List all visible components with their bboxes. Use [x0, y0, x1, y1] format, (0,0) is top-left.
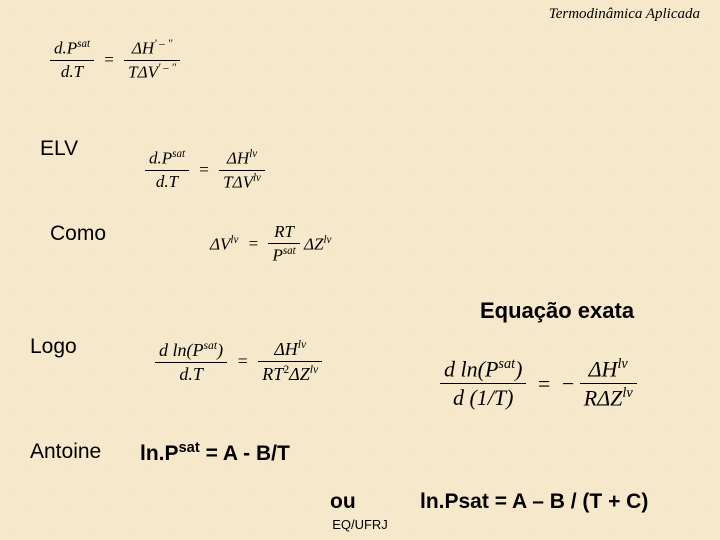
eq5-num-right: ΔH	[589, 356, 618, 381]
header-title: Termodinâmica Aplicada	[549, 6, 700, 22]
antoine-extended-text: ln.Psat = A – B / (T + C)	[420, 490, 648, 513]
eq1-den-left: d.T	[50, 61, 94, 82]
label-ou: ou	[330, 490, 356, 514]
eq2-num-right: ΔH	[227, 149, 249, 168]
equation-4: d ln(Psat) d.T = ΔHlv RT2ΔZlv	[155, 338, 322, 385]
eq2-num-left: d.P	[149, 149, 172, 168]
exact-equation-title: Equação exata	[480, 298, 634, 324]
antoine-equation-simple: ln.Psat = A - B/T	[140, 440, 290, 466]
label-ou-text: ou	[330, 490, 356, 513]
eq1-num-left-sup: sat	[77, 38, 90, 50]
eq5-den-right: RΔZ	[584, 386, 623, 411]
eq5-num-left-post: )	[515, 356, 522, 381]
eq2-den-right: TΔV	[223, 172, 253, 191]
eq4-den-left: d.T	[155, 363, 227, 385]
eq3-tail-sup: lv	[323, 234, 331, 246]
eq2-den-left: d.T	[145, 171, 189, 192]
label-logo: Logo	[30, 335, 77, 359]
eq4-den-right-1: RT	[262, 364, 283, 384]
eq1-num-left: d.P	[54, 39, 77, 58]
eq3-den-right: P	[272, 246, 282, 265]
eq5-minus: −	[562, 371, 574, 397]
eq5-num-left-sup: sat	[498, 356, 515, 372]
page-footer: EQ/UFRJ	[0, 517, 720, 532]
label-logo-text: Logo	[30, 335, 77, 358]
eq2-num-right-sup: lv	[249, 148, 257, 160]
equation-2: d.Psat d.T = ΔHlv TΔVlv	[145, 148, 265, 192]
eq3-left-sup: lv	[230, 234, 238, 246]
page-header: Termodinâmica Aplicada	[549, 6, 700, 23]
eq4-num-right: ΔH	[274, 339, 298, 359]
antoine-equation-extended: ln.Psat = A – B / (T + C)	[420, 490, 648, 514]
eq4-den-right-sup: lv	[310, 363, 318, 376]
label-antoine: Antoine	[30, 440, 101, 464]
eq1-num-right: ΔH	[132, 39, 154, 58]
label-como-text: Como	[50, 222, 106, 245]
label-elv: ELV	[40, 137, 78, 161]
eq4-num-left-sup: sat	[204, 339, 218, 352]
eq1-den-right: TΔV	[128, 62, 158, 81]
eq5-num-right-sup: lv	[617, 356, 627, 372]
eq2-num-left-sup: sat	[172, 148, 185, 160]
eq3-tail: ΔZ	[304, 234, 323, 253]
eq4-num-left-pre: d ln(P	[159, 340, 204, 360]
eq1-den-right-sup: ' – ''	[158, 62, 176, 74]
eq5-den-right-sup: lv	[622, 385, 632, 401]
equation-1: d.Psat d.T = ΔH' – '' TΔV' – ''	[50, 38, 180, 82]
label-antoine-text: Antoine	[30, 440, 101, 463]
eq3-left: ΔV	[210, 234, 230, 253]
footer-text: EQ/UFRJ	[332, 517, 388, 532]
eq2-den-right-sup: lv	[253, 172, 261, 184]
eq3-den-right-sup: sat	[283, 245, 296, 257]
eq3-num-right: RT	[268, 222, 299, 244]
eq5-den-left: d (1/T)	[440, 384, 526, 411]
equation-3: ΔVlv = RT Psat ΔZlv	[210, 222, 331, 266]
label-como: Como	[50, 222, 106, 246]
eq1-num-right-sup: ' – ''	[154, 38, 172, 50]
eq4-den-right-2: ΔZ	[289, 364, 310, 384]
label-elv-text: ELV	[40, 137, 78, 160]
equation-5: d ln(Psat) d (1/T) = − ΔHlv RΔZlv	[440, 356, 637, 412]
eq4-num-right-sup: lv	[298, 338, 306, 351]
eq4-num-left-post: )	[217, 340, 223, 360]
exact-equation-text: Equação exata	[480, 298, 634, 323]
eq5-num-left-pre: d ln(P	[444, 356, 498, 381]
